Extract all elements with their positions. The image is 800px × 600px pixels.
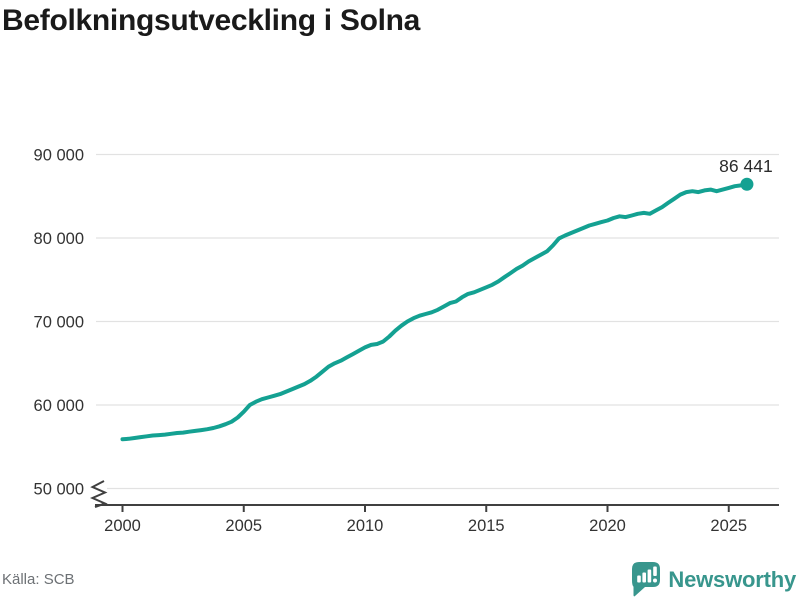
y-axis-label: 60 000 [34,397,84,415]
y-axis-label: 90 000 [34,147,84,165]
y-axis-label: 80 000 [34,230,84,248]
end-point-marker [740,177,754,191]
newsworthy-logo-icon [632,562,661,597]
axis-break-icon [90,480,108,508]
population-line [120,182,749,442]
chart-title: Befolkningsutveckling i Solna [2,4,421,37]
y-axis-label: 50 000 [34,481,84,499]
x-axis-label: 2000 [104,517,141,535]
end-value-label: 86 441 [719,156,773,176]
x-axis-label: 2010 [347,517,384,535]
x-axis-label: 2020 [589,517,626,535]
x-axis-label: 2005 [225,517,262,535]
x-axis-label: 2015 [468,517,505,535]
brand-name: Newsworthy [668,566,796,592]
x-axis-label: 2025 [710,517,747,535]
newsworthy-logo: Newsworthy [631,561,796,598]
source-label: Källa: SCB [2,571,75,588]
y-axis-label: 70 000 [34,314,84,332]
